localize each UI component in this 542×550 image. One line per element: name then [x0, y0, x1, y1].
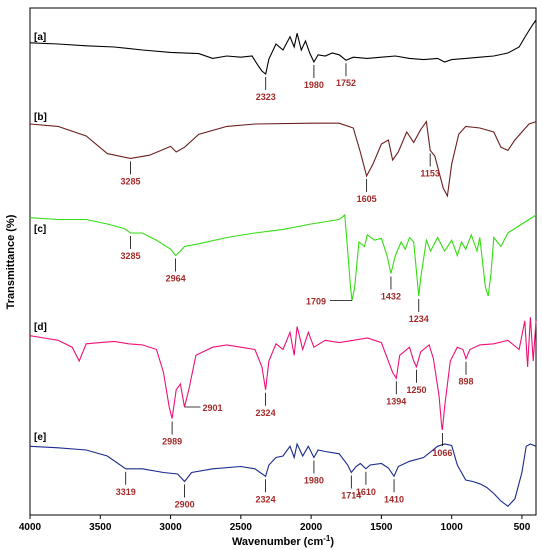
x-axis-title-superscript: -1 [323, 534, 331, 543]
panel-label-layer: [a] [b] [c] [d] [e] [34, 32, 47, 443]
peak-label-6: 1153 [420, 168, 440, 178]
peak-label-16: 1250 [407, 385, 427, 395]
series-line-1 [29, 19, 537, 75]
peak-label-14: 2324 [256, 408, 276, 418]
peak-label-25: 1410 [384, 494, 404, 504]
x-tick-label-6: 1500 [370, 522, 393, 533]
x-tick-label-4: 2500 [230, 522, 253, 533]
peak-label-5: 1605 [357, 194, 377, 204]
panel-label-4: [d] [34, 322, 47, 333]
plot-frame [29, 7, 537, 516]
peak-label-layer: 2323 1980 1752 3285 1605 1153 3285 2964 1709 1432… [116, 63, 474, 510]
series-layer [29, 19, 537, 508]
peak-label-24: 1610 [356, 487, 376, 497]
x-tick-label-1: 4000 [19, 522, 42, 533]
peak-label-7: 3285 [120, 251, 140, 261]
peak-label-17: 1066 [432, 448, 452, 458]
x-axis-title: Wavenumber (cm-1) [232, 534, 334, 548]
peak-label-19: 3319 [116, 487, 136, 497]
peak-label-13: 2901 [202, 403, 222, 413]
series-line-3 [29, 213, 537, 301]
peak-label-23: 1714 [341, 491, 361, 501]
series-line-2 [29, 120, 537, 198]
panel-label-1: [a] [34, 32, 46, 43]
panel-label-5: [e] [34, 432, 46, 443]
x-axis: 4000 3500 3000 2500 2000 1500 1000 500 [19, 515, 531, 533]
x-tick-label-5: 2000 [300, 522, 323, 533]
peak-label-12: 2989 [162, 437, 182, 447]
peak-label-15: 1394 [386, 396, 406, 406]
x-tick-label-3: 3000 [159, 522, 182, 533]
x-axis-title-main: Wavenumber (cm [232, 536, 324, 548]
peak-label-1: 2323 [256, 92, 276, 102]
peak-label-2: 1980 [304, 80, 324, 90]
peak-label-3: 1752 [336, 78, 356, 88]
peak-label-11: 1234 [409, 314, 429, 324]
series-line-4 [29, 317, 537, 431]
panel-label-3: [c] [34, 224, 46, 235]
peak-label-20: 2900 [175, 500, 195, 510]
y-axis-title: Transmittance (%) [5, 214, 17, 309]
peak-label-9: 1709 [306, 297, 326, 307]
panel-label-2: [b] [34, 112, 47, 123]
peak-label-10: 1432 [381, 292, 401, 302]
x-axis-title-tail: ) [330, 536, 334, 548]
x-tick-label-7: 1000 [441, 522, 464, 533]
peak-label-21: 2324 [256, 494, 276, 504]
peak-label-4: 3285 [120, 176, 140, 186]
x-tick-label-8: 500 [514, 522, 531, 533]
series-line-5 [29, 442, 537, 508]
peak-label-22: 1980 [304, 476, 324, 486]
peak-label-8: 2964 [166, 274, 186, 284]
peak-label-18: 898 [458, 377, 473, 387]
x-tick-label-2: 3500 [89, 522, 112, 533]
